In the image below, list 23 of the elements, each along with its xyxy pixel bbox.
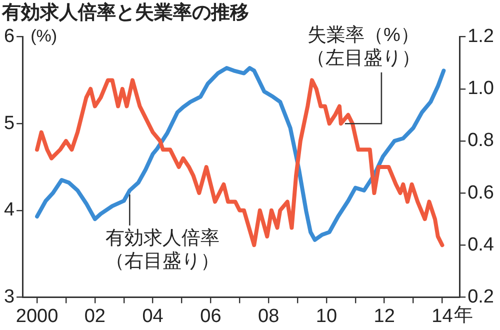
x-tick-label: 08 xyxy=(258,306,280,327)
x-tick-label: 04 xyxy=(142,306,164,327)
x-tick-label: 10 xyxy=(316,306,338,327)
y-tick-label: 5 xyxy=(4,112,15,134)
y2-tick-label: 1.0 xyxy=(468,78,494,100)
y-axis-title: (%) xyxy=(30,26,58,46)
y2-tick-label: 0.6 xyxy=(468,182,494,204)
chart-title: 有効求人倍率と失業率の推移 xyxy=(1,2,249,24)
y-tick-label: 3 xyxy=(4,286,15,308)
y2-tick-label: 0.4 xyxy=(468,234,494,256)
y-tick-label: 4 xyxy=(4,200,15,221)
series-label: 失業率（%）（左目盛り） xyxy=(306,24,420,70)
x-tick-label: 2000 xyxy=(16,306,58,327)
x-tick-label: 14 xyxy=(432,306,454,327)
y2-tick-label: 0.2 xyxy=(468,286,494,308)
x-tick-label: 06 xyxy=(200,306,222,327)
y2-tick-label: 1.2 xyxy=(468,26,494,48)
x-axis-title: 年 xyxy=(454,304,474,326)
series-label: 有効求人倍率（右目盛り） xyxy=(105,227,220,272)
y2-tick-label: 0.8 xyxy=(468,130,494,152)
x-tick-label: 02 xyxy=(84,306,106,327)
y-tick-label: 6 xyxy=(4,26,15,48)
x-tick-label: 12 xyxy=(374,306,395,327)
